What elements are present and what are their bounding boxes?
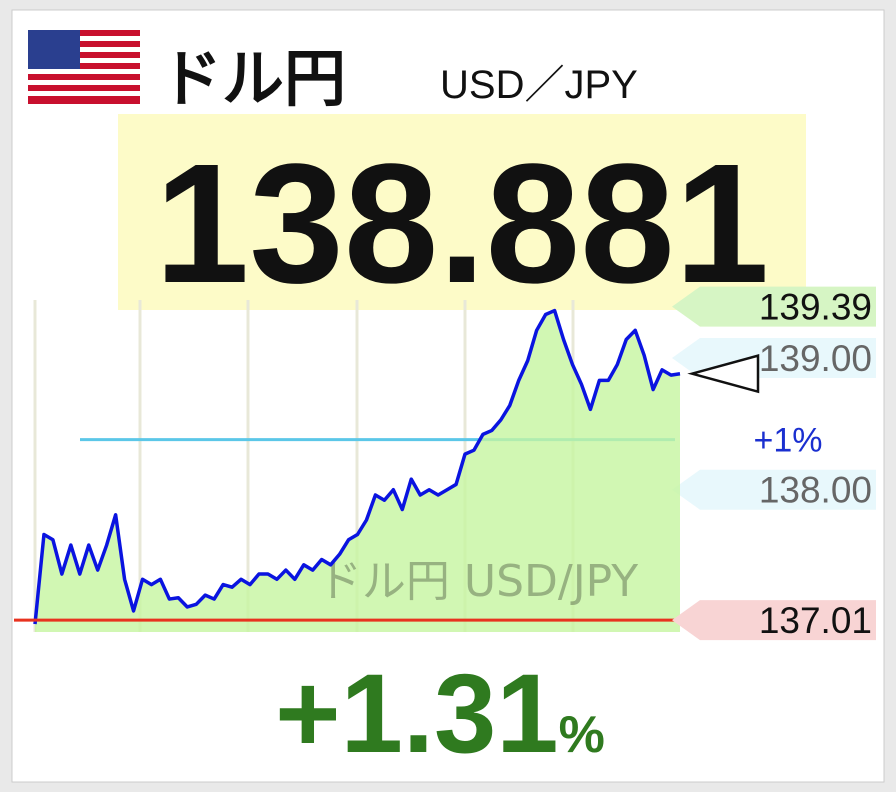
change-value: +1.31	[275, 651, 558, 776]
high-tag	[672, 286, 876, 327]
change: +1.31%	[275, 651, 605, 776]
high-label: 139.39	[759, 287, 872, 328]
low-tag	[672, 600, 876, 641]
watermark: ドル円 USD/JPY	[318, 556, 638, 607]
subtitle: USD／JPY	[440, 63, 638, 107]
y-tick-tag	[672, 469, 876, 510]
title: ドル円	[160, 42, 346, 115]
us-flag	[28, 30, 140, 104]
price: 138.881	[155, 129, 770, 319]
y-tick-label: 139.00	[759, 338, 872, 379]
low-label: 137.01	[759, 600, 872, 641]
change-unit: %	[559, 706, 605, 764]
target-label: +1%	[754, 422, 823, 460]
y-tick-label: 138.00	[759, 470, 872, 511]
price-line	[33, 308, 681, 625]
last-price-arrow	[687, 354, 760, 394]
price-box	[118, 114, 806, 310]
area-fill	[35, 310, 680, 632]
